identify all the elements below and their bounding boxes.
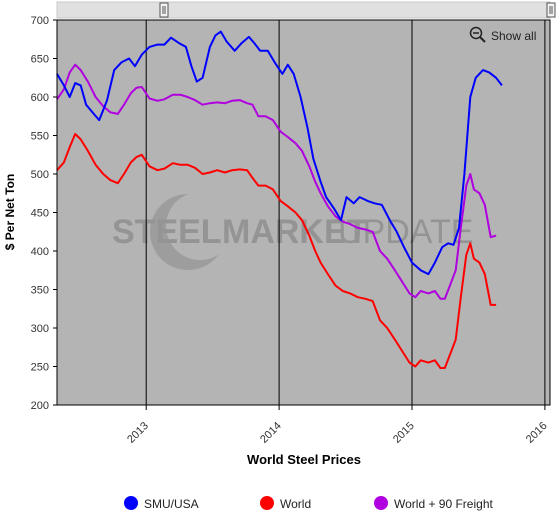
legend: SMU/USA World World + 90 Freight	[124, 496, 493, 511]
show-all-button[interactable]: Show all	[464, 24, 544, 46]
legend-label: World + 90 Freight	[394, 497, 493, 511]
legend-item-smu-usa[interactable]: SMU/USA	[124, 496, 199, 511]
series-line-world-90-freight[interactable]	[56, 63, 497, 300]
y-tick-label: 200	[31, 400, 49, 412]
legend-label: World	[280, 497, 311, 511]
plot-area	[57, 20, 550, 405]
watermark-word-steel: STEEL	[112, 213, 222, 251]
x-axis-title: World Steel Prices	[247, 452, 361, 467]
legend-marker	[260, 496, 274, 510]
series-layer	[56, 30, 503, 369]
range-handle-right[interactable]	[546, 2, 556, 18]
legend-label: SMU/USA	[144, 497, 199, 511]
x-tick-label: 2015	[391, 420, 417, 446]
series-line-world[interactable]	[56, 133, 497, 369]
x-tick-label: 2013	[125, 420, 151, 446]
range-navigator[interactable]	[56, 1, 551, 19]
y-tick-label: 700	[31, 15, 49, 27]
y-tick-label: 300	[31, 323, 49, 335]
range-handle-left[interactable]	[159, 2, 169, 18]
y-tick-label: 550	[31, 131, 49, 143]
show-all-label: Show all	[491, 29, 536, 43]
zoom-out-icon	[469, 26, 486, 43]
y-tick-label: 400	[31, 246, 49, 258]
y-tick-label: 450	[31, 208, 49, 220]
x-tick-label: 2016	[524, 420, 550, 446]
y-axis-title: $ Per Net Ton	[3, 174, 17, 250]
series-line-smu-usa[interactable]	[56, 30, 503, 276]
watermark-word-market: MARKET	[222, 213, 368, 251]
x-tick-label: 2014	[258, 420, 284, 446]
x-year-separators	[145, 20, 546, 405]
legend-marker	[124, 496, 138, 510]
x-axis-ticks: 2013 2014 2015 2016	[125, 405, 550, 446]
y-tick-label: 250	[31, 362, 49, 374]
legend-item-world[interactable]: World	[260, 496, 311, 511]
y-tick-label: 650	[31, 54, 49, 66]
y-axis-ticks: 200 250 300 350 400 450 500 550 600 650 700	[31, 15, 57, 412]
legend-item-world-90-freight[interactable]: World + 90 Freight	[374, 496, 493, 511]
y-tick-label: 350	[31, 285, 49, 297]
legend-marker	[374, 496, 388, 510]
y-tick-label: 600	[31, 92, 49, 104]
watermark-logo: STEEL MARKET UPDATE	[112, 192, 473, 270]
y-tick-label: 500	[31, 169, 49, 181]
